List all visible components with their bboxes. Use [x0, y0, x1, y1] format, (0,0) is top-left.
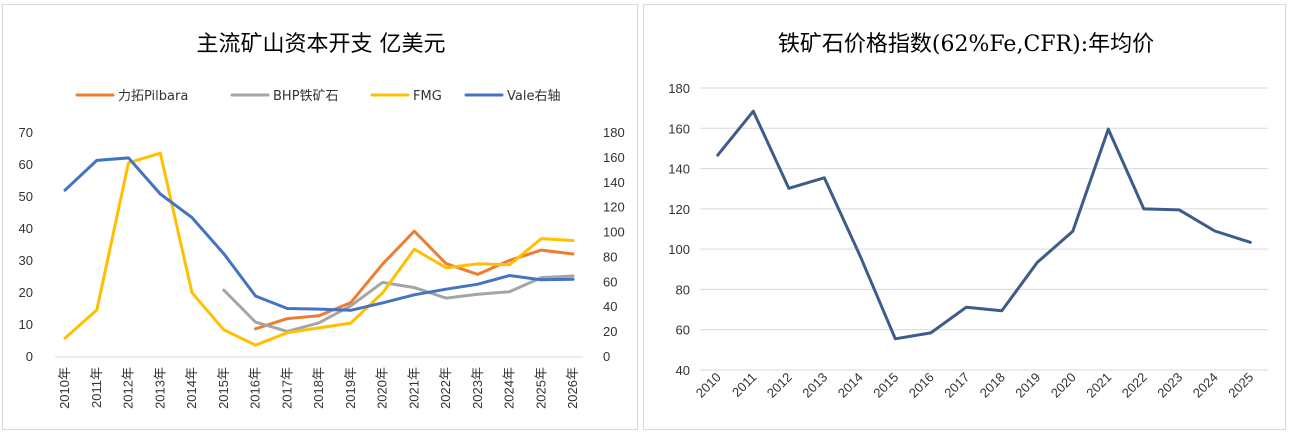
y-tick-label: 60	[676, 323, 690, 338]
y-tick-label: 0	[26, 349, 33, 364]
y-tick-label: 70	[19, 125, 33, 140]
x-tick-label: 2024年	[502, 367, 517, 409]
y-tick-label: 30	[19, 253, 33, 268]
x-tick-label: 2014	[835, 370, 866, 401]
capex-chart: 主流矿山资本开支 亿美元 力拓Pilbara BHP铁矿石 FMG Vale右轴 0 1…	[19, 32, 625, 409]
x-tick-label: 2011年	[89, 367, 104, 408]
x-tick-label: 2019	[1012, 370, 1043, 401]
x-tick-label: 2017年	[279, 367, 294, 409]
y2-tick-label: 80	[603, 249, 617, 264]
x-tick-label: 2010	[693, 370, 724, 401]
price-chart: 铁矿石价格指数(62%Fe,CFR):年均价 40 60 80 100 120 140 16…	[668, 32, 1268, 401]
price-chart-panel: 铁矿石价格指数(62%Fe,CFR):年均价 40 60 80 100 120 140 16…	[643, 4, 1286, 430]
x-tick-label: 2020	[1048, 370, 1079, 401]
y-tick-label: 180	[668, 81, 690, 96]
x-tick-label: 2025年	[533, 367, 548, 409]
x-tick-label: 2021年	[406, 367, 421, 409]
x-tick-label: 2016	[906, 370, 937, 401]
x-tick-label: 2018	[977, 370, 1008, 401]
y-tick-label: 80	[676, 282, 690, 297]
y-tick-label: 40	[676, 363, 690, 378]
x-tick-label: 2015年	[216, 367, 231, 409]
axes: 0 10 20 30 40 50 60 70 0 20 40 60 80 100 120 140 160 180 2…	[19, 125, 625, 409]
y-tick-label: 40	[19, 221, 33, 236]
legend: 力拓Pilbara BHP铁矿石 FMG Vale右轴	[75, 89, 560, 104]
y2-tick-label: 40	[603, 299, 617, 314]
x-tick-label: 2022	[1119, 370, 1150, 401]
x-tick-label: 2018年	[311, 367, 326, 409]
x-tick-label: 2023	[1154, 370, 1185, 401]
series-lines	[716, 109, 1252, 341]
x-tick-label: 2013年	[152, 367, 167, 409]
series-line-fmg	[63, 151, 575, 347]
x-tick-label: 2020年	[375, 367, 390, 409]
y2-tick-label: 100	[603, 225, 625, 240]
legend-label: 力拓Pilbara	[118, 89, 188, 104]
legend-label: BHP铁矿石	[273, 89, 339, 104]
x-tick-label: 2013	[799, 370, 830, 401]
x-tick-label: 2011	[729, 370, 759, 400]
x-tick-label: 2019年	[343, 367, 358, 409]
series-line-bhp	[222, 274, 575, 333]
y-tick-label: 10	[19, 317, 33, 332]
capex-chart-panel: 主流矿山资本开支 亿美元 力拓Pilbara BHP铁矿石 FMG Vale右轴 0 1…	[2, 4, 638, 430]
x-tick-label: 2012年	[121, 367, 136, 409]
chart-title: 铁矿石价格指数(62%Fe,CFR):年均价	[778, 32, 1154, 57]
x-tick-label: 2010年	[57, 367, 72, 409]
gridlines	[700, 87, 1268, 371]
y2-tick-label: 180	[603, 125, 625, 140]
x-tick-label: 2016年	[248, 367, 263, 409]
x-tick-label: 2023年	[470, 367, 485, 409]
series-line-pilbara	[254, 229, 575, 331]
legend-label: FMG	[413, 89, 442, 104]
y-tick-label: 100	[668, 242, 690, 257]
chart-title: 主流矿山资本开支 亿美元	[197, 32, 446, 57]
y-tick-label: 50	[19, 189, 33, 204]
y2-tick-label: 120	[603, 200, 625, 215]
x-tick-label: 2012	[764, 370, 795, 401]
y2-tick-label: 0	[603, 349, 610, 364]
series-line-price-index	[716, 109, 1252, 341]
y2-tick-label: 60	[603, 274, 617, 289]
x-tick-label: 2017	[941, 370, 972, 401]
y-tick-label: 140	[668, 162, 690, 177]
x-tick-label: 2021	[1083, 370, 1114, 401]
y-tick-label: 20	[19, 285, 33, 300]
series-line-vale	[63, 156, 575, 312]
x-tick-label: 2025	[1225, 370, 1256, 401]
y-tick-label: 120	[668, 202, 690, 217]
y-tick-label: 160	[668, 121, 690, 136]
legend-label: Vale右轴	[507, 89, 560, 104]
y2-tick-label: 160	[603, 150, 625, 165]
x-tick-label: 2015	[870, 370, 901, 401]
x-tick-label: 2014年	[184, 367, 199, 409]
x-tick-label: 2026年	[565, 367, 580, 409]
y2-tick-label: 140	[603, 175, 625, 190]
y-tick-label: 60	[19, 157, 33, 172]
x-tick-label: 2022年	[438, 367, 453, 409]
series-lines	[63, 151, 575, 347]
y2-tick-label: 20	[603, 324, 617, 339]
x-tick-label: 2024	[1190, 370, 1221, 401]
